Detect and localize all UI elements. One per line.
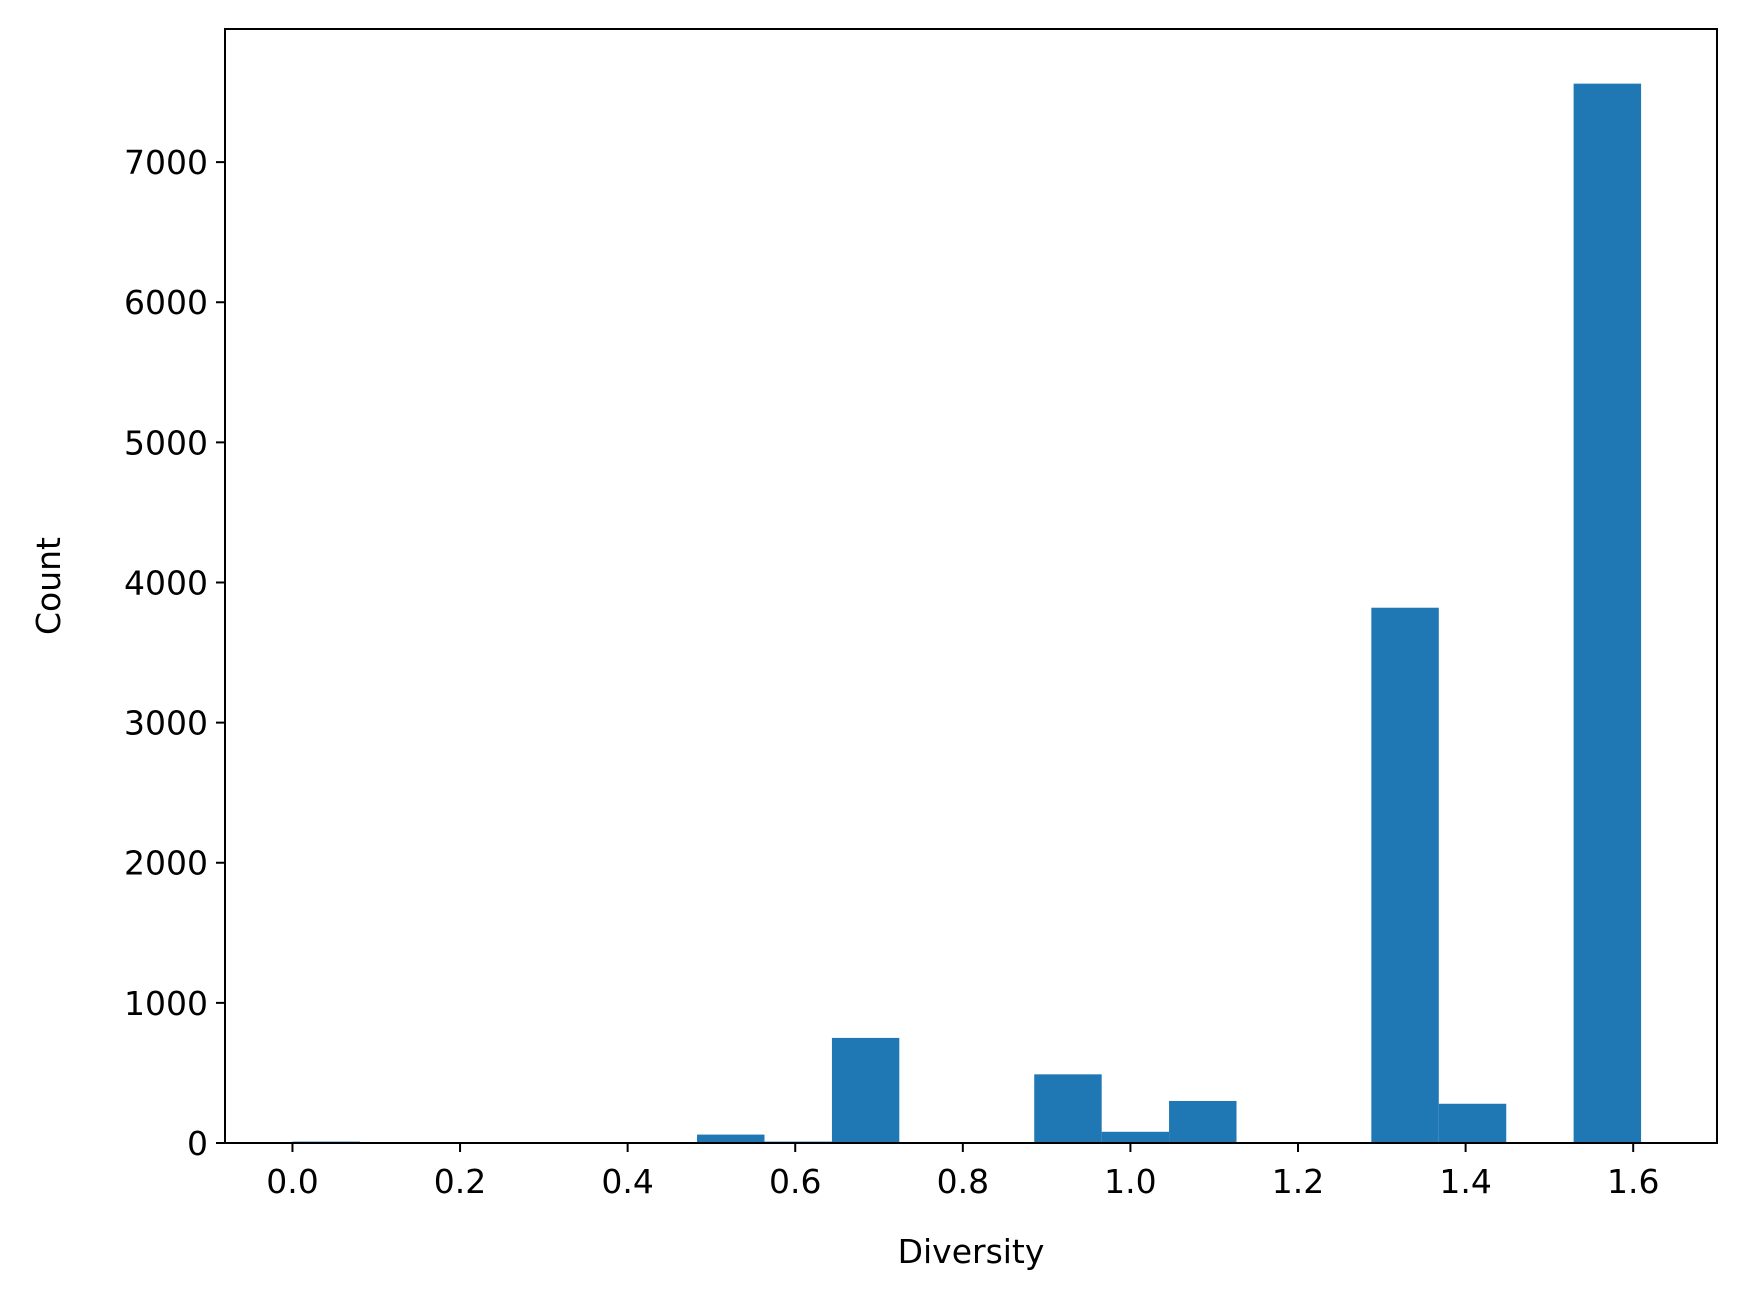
histogram-bar-8 [831, 1037, 900, 1143]
x-axis-label: Diversity [898, 1232, 1045, 1271]
y-axis-ticks: 0 1000 2000 3000 4000 5000 6000 7000 [124, 143, 225, 1163]
x-tick-label-8: 1.6 [1607, 1162, 1659, 1201]
x-tick-label-5: 1.0 [1104, 1162, 1156, 1201]
x-tick-label-3: 0.6 [769, 1162, 821, 1201]
histogram-bar-16 [1371, 607, 1439, 1143]
y-tick-label-6: 6000 [124, 283, 208, 322]
y-tick-label-4: 4000 [124, 563, 208, 602]
y-tick-label-0: 0 [187, 1124, 208, 1163]
x-tick-label-2: 0.4 [601, 1162, 653, 1201]
y-tick-label-5: 5000 [124, 423, 208, 462]
plot-frame [224, 28, 1718, 1144]
histogram-bar-17 [1438, 1103, 1507, 1143]
histogram-bar-13 [1169, 1100, 1237, 1143]
x-tick-label-4: 0.8 [937, 1162, 989, 1201]
x-tick-label-7: 1.4 [1439, 1162, 1491, 1201]
y-tick-label-7: 7000 [124, 143, 208, 182]
histogram-bar-6 [697, 1134, 765, 1143]
histogram-bar-12 [1101, 1131, 1170, 1143]
x-axis-ticks: 0.0 0.2 0.4 0.6 0.8 1.0 1.2 1.4 1.6 [266, 1143, 1659, 1201]
y-axis-label: Count [29, 537, 68, 635]
histogram-bar-11 [1034, 1074, 1102, 1143]
bars-layer [292, 83, 1642, 1144]
y-tick-label-2: 2000 [124, 844, 208, 883]
x-tick-label-6: 1.2 [1272, 1162, 1324, 1201]
histogram-bar-19 [1573, 83, 1642, 1144]
x-tick-label-0: 0.0 [266, 1162, 318, 1201]
y-tick-label-1: 1000 [124, 984, 208, 1023]
y-tick-label-3: 3000 [124, 704, 208, 743]
x-tick-label-1: 0.2 [434, 1162, 486, 1201]
